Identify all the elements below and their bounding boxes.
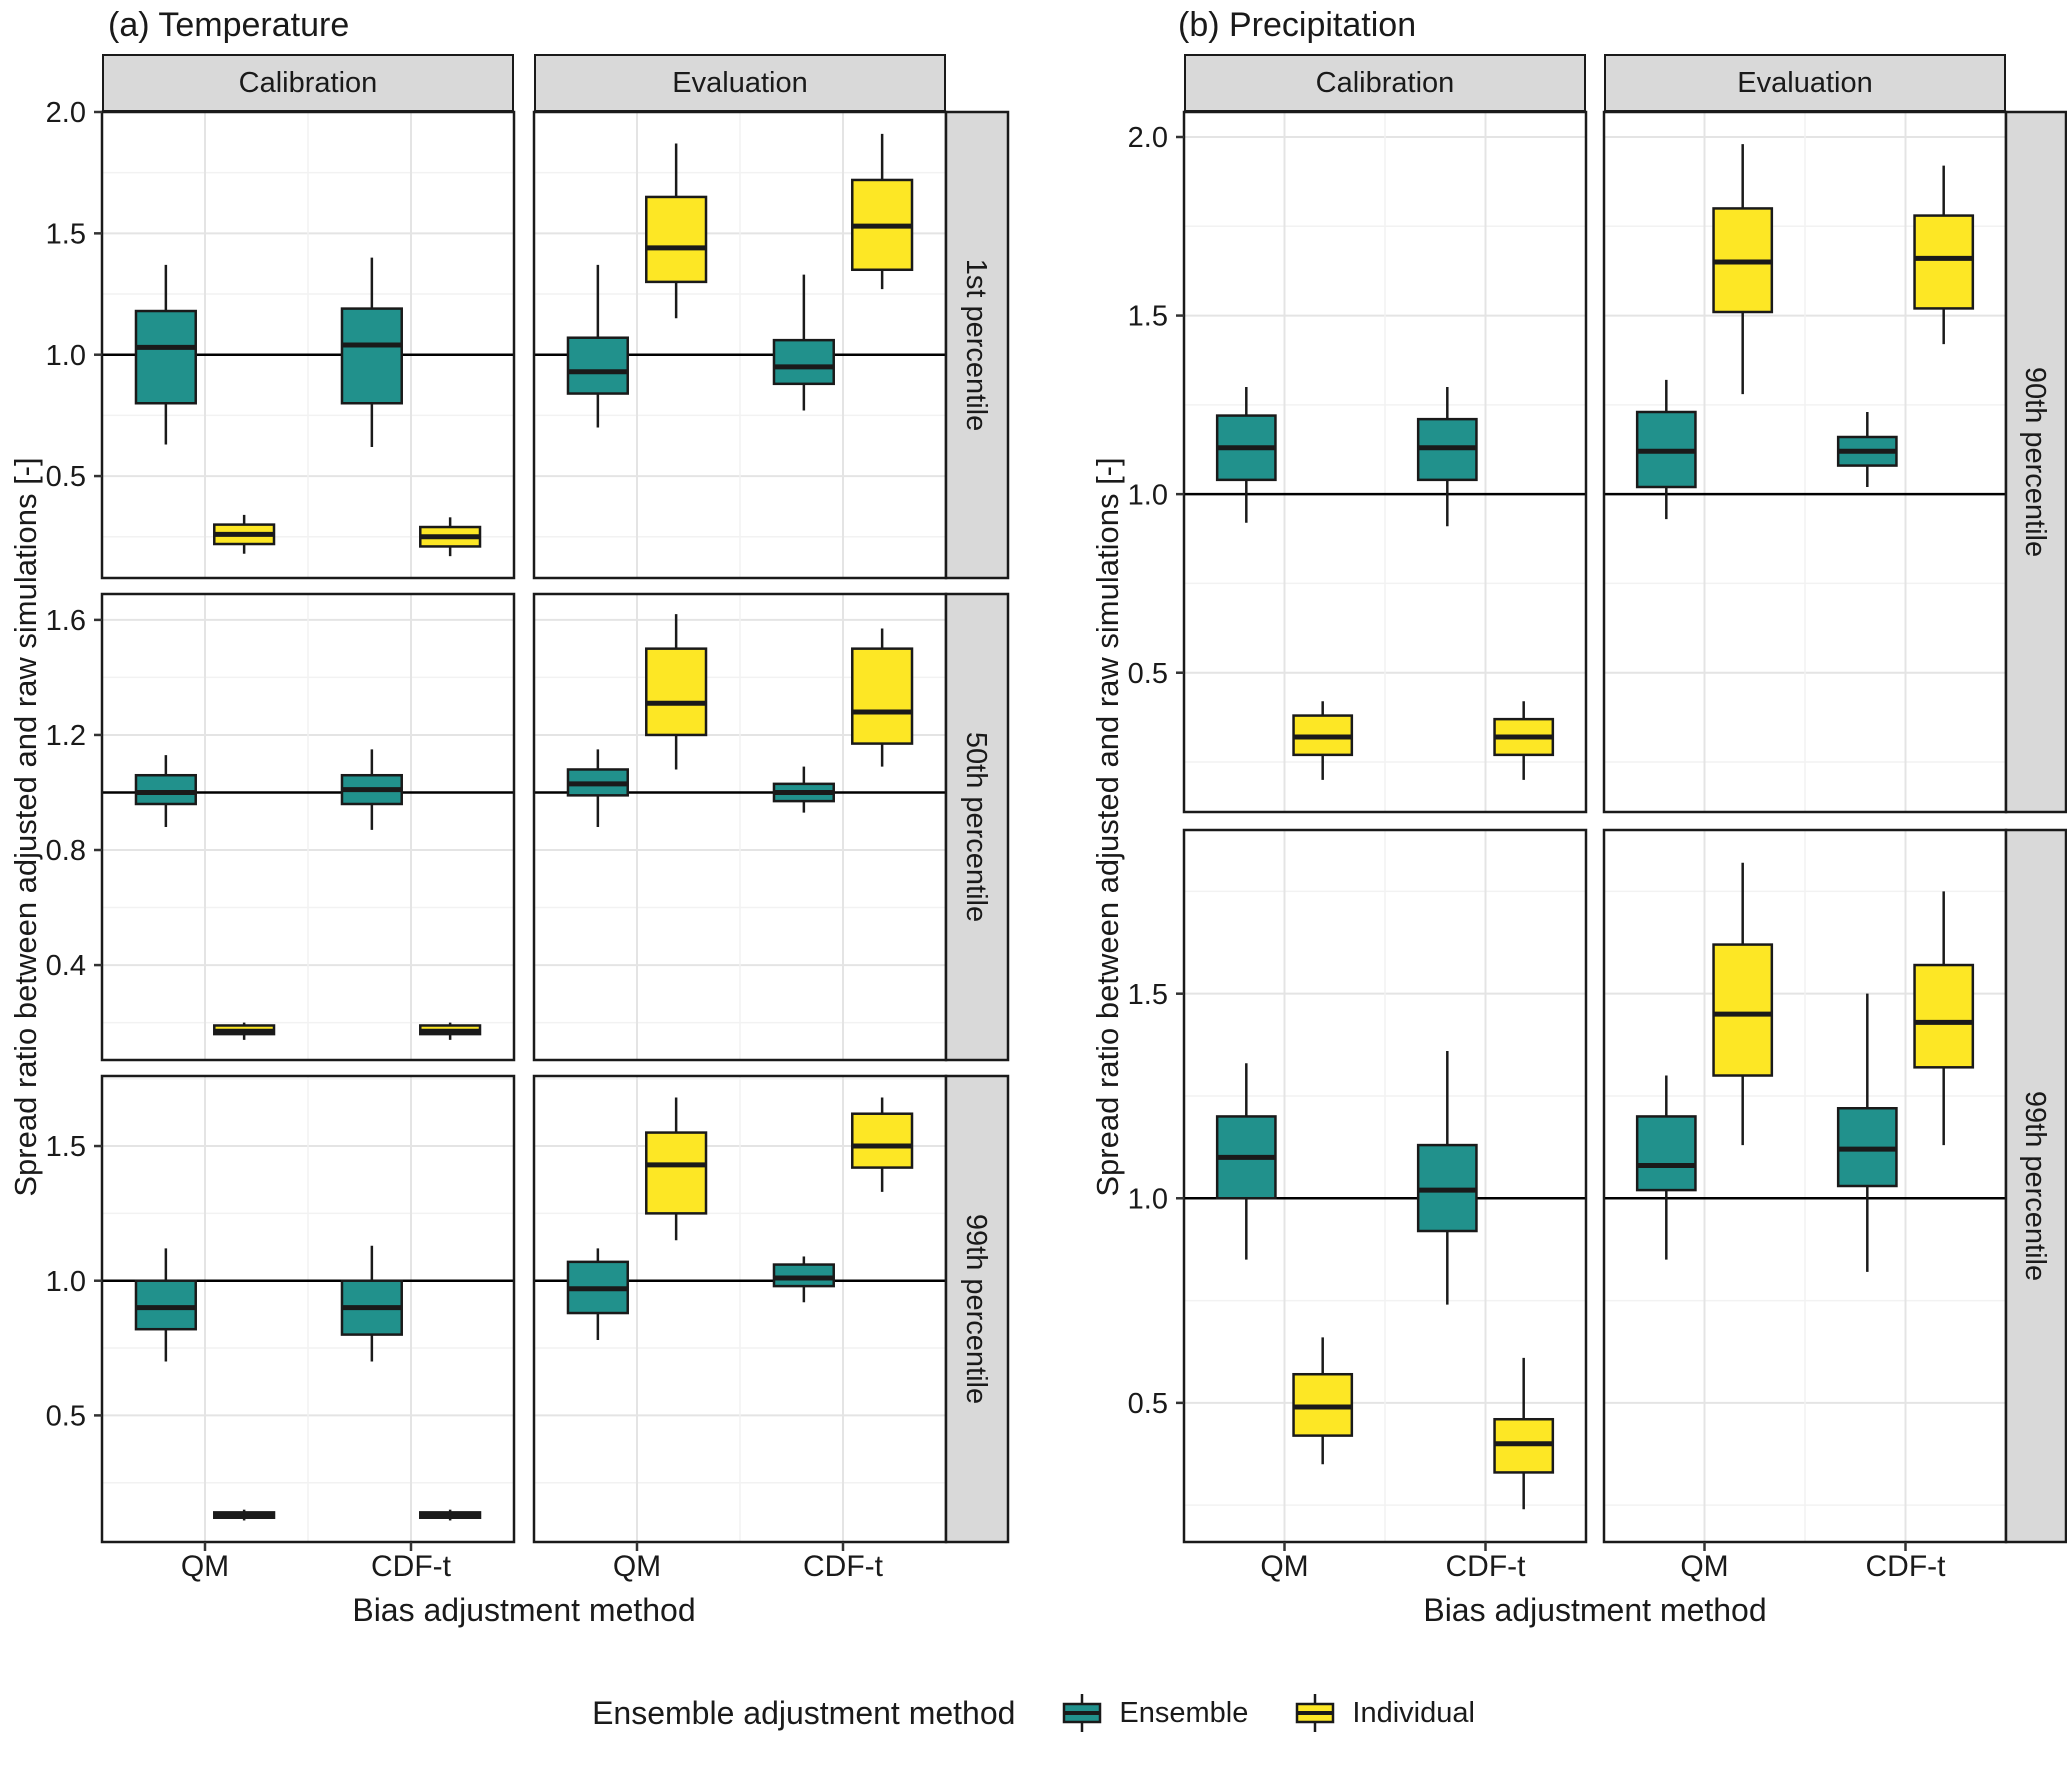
legend-key-ensemble-icon — [1063, 1694, 1102, 1732]
boxplot-cdf-t-individual — [419, 1022, 482, 1040]
boxplot-cdf-t-ensemble — [1416, 1050, 1478, 1305]
boxplot-cdf-t-ensemble — [340, 749, 403, 830]
y-tick-label: 0.5 — [1128, 658, 1168, 690]
boxplot-cdf-t-individual — [1493, 701, 1555, 780]
boxplot-cdf-t-individual — [1493, 1357, 1555, 1510]
boxplot-qm-ensemble — [1635, 1075, 1697, 1260]
y-tick-label: 1.5 — [1128, 979, 1168, 1011]
boxplot-qm-individual — [213, 1022, 276, 1040]
panel-b-x-axis-title: Bias adjustment method — [1423, 1592, 1767, 1628]
boxplot-cdf-t-individual — [851, 1097, 914, 1192]
x-tick-label-cdf-t: CDF-t — [803, 1550, 883, 1583]
y-tick-label: 1.5 — [46, 1131, 86, 1163]
panel-a-title: (a) Temperature — [108, 6, 350, 44]
legend-entry-ensemble: Ensemble — [1059, 1690, 1248, 1736]
x-tick-label-cdf-t: CDF-t — [371, 1550, 451, 1583]
boxplot-qm-ensemble — [134, 1248, 197, 1362]
legend-entry-individual: Individual — [1292, 1690, 1475, 1736]
boxplot-qm-ensemble — [1215, 1063, 1277, 1260]
facet-row-strip-label: 90th percentile — [2019, 367, 2051, 557]
y-tick-label: 0.8 — [46, 835, 86, 867]
boxplot-qm-individual — [1712, 862, 1774, 1146]
legend-entry-label: Ensemble — [1119, 1696, 1249, 1729]
facet-row-strip-label: 50th percentile — [960, 732, 992, 922]
y-tick-label: 1.0 — [46, 1266, 86, 1298]
facet-row-a-3: 0.5 1.0 1.5 99th percentile — [46, 1074, 1010, 1551]
panel-b-title: (b) Precipitation — [1178, 6, 1417, 44]
boxplot-qm-ensemble — [134, 755, 197, 827]
y-tick-label: 0.5 — [46, 1401, 86, 1433]
facet-row-a-1: 0.5 1.0 1.5 2.0 1st percentile — [46, 97, 1010, 580]
y-tick-label: 1.5 — [1128, 301, 1168, 333]
boxplot-qm-individual — [213, 1509, 276, 1521]
facet-column-header-evaluation: Evaluation — [1604, 54, 2006, 112]
x-tick-label-cdf-t: CDF-t — [1445, 1550, 1526, 1583]
boxplot-cdf-t-ensemble — [1836, 993, 1898, 1272]
facet-row-strip-label: 1st percentile — [960, 259, 992, 432]
panel-a-x-axis-title: Bias adjustment method — [352, 1592, 696, 1628]
boxplot-cdf-t-individual — [1913, 165, 1975, 345]
boxplot-cdf-t-ensemble — [772, 766, 835, 813]
boxplot-qm-individual — [645, 143, 708, 319]
y-tick-label: 1.6 — [46, 605, 86, 637]
facet-column-header-calibration: Calibration — [1184, 54, 1586, 112]
y-tick-label: 1.5 — [46, 219, 86, 251]
y-tick-label: 1.0 — [46, 340, 86, 372]
boxplot-cdf-t-ensemble — [772, 274, 835, 411]
x-tick-label-qm: QM — [1680, 1550, 1729, 1583]
boxplot-qm-ensemble — [566, 749, 629, 827]
boxplot-qm-ensemble — [134, 264, 197, 445]
legend: Ensemble adjustment method Ensemble Indiv… — [0, 1690, 2067, 1736]
boxplot-qm-ensemble — [1215, 387, 1277, 523]
boxplot-qm-ensemble — [1635, 379, 1697, 520]
legend-title: Ensemble adjustment method — [592, 1694, 1016, 1731]
legend-key-individual-icon — [1296, 1694, 1335, 1732]
boxplot-cdf-t-ensemble — [1416, 387, 1478, 527]
boxplot-qm-individual — [645, 1097, 708, 1241]
y-tick-label: 0.4 — [46, 950, 86, 982]
boxplot-cdf-t-individual — [419, 517, 482, 557]
y-tick-label: 0.5 — [1128, 1388, 1168, 1420]
legend-entry-label: Individual — [1352, 1696, 1475, 1729]
boxplot-cdf-t-individual — [419, 1509, 482, 1521]
facet-row-strip-label: 99th percentile — [960, 1214, 992, 1404]
boxplot-qm-individual — [213, 514, 276, 554]
boxplot-qm-individual — [1292, 701, 1354, 780]
facet-row-b-2: 0.5 1.0 1.5 99th percentile — [1128, 828, 2067, 1551]
y-tick-label: 0.5 — [46, 461, 86, 493]
facet-row-strip-label: 99th percentile — [2019, 1091, 2051, 1281]
boxplot-qm-individual — [1292, 1337, 1354, 1465]
y-tick-label: 1.0 — [1128, 479, 1168, 511]
facet-row-b-1: 0.5 1.0 1.5 2.0 90th percentile — [1128, 110, 2067, 814]
x-tick-label-qm: QM — [1260, 1550, 1309, 1583]
boxplot-cdf-t-individual — [851, 133, 914, 290]
facet-row-a-2: 0.4 0.8 1.2 1.6 50th percentile — [46, 592, 1010, 1062]
x-tick-label-qm: QM — [612, 1550, 662, 1583]
boxplot-qm-ensemble — [566, 264, 629, 428]
x-tick-label-cdf-t: CDF-t — [1865, 1550, 1946, 1583]
boxplot-qm-ensemble — [566, 1248, 629, 1340]
boxplot-qm-individual — [1712, 144, 1774, 395]
x-tick-label-qm: QM — [180, 1550, 230, 1583]
boxplot-cdf-t-ensemble — [340, 257, 403, 447]
y-tick-label: 1.0 — [1128, 1183, 1168, 1215]
boxplot-cdf-t-individual — [851, 628, 914, 767]
boxplot-cdf-t-individual — [1913, 891, 1975, 1146]
y-tick-label: 2.0 — [46, 97, 86, 129]
boxplot-cdf-t-ensemble — [772, 1256, 835, 1303]
y-tick-label: 2.0 — [1128, 122, 1168, 154]
boxplot-cdf-t-ensemble — [340, 1245, 403, 1362]
boxplot-qm-individual — [645, 614, 708, 770]
boxplot-cdf-t-ensemble — [1836, 412, 1898, 487]
y-tick-label: 1.2 — [46, 720, 86, 752]
legend-keys: Ensemble Individual — [1059, 1690, 1475, 1736]
facet-column-header-evaluation: Evaluation — [534, 54, 946, 112]
